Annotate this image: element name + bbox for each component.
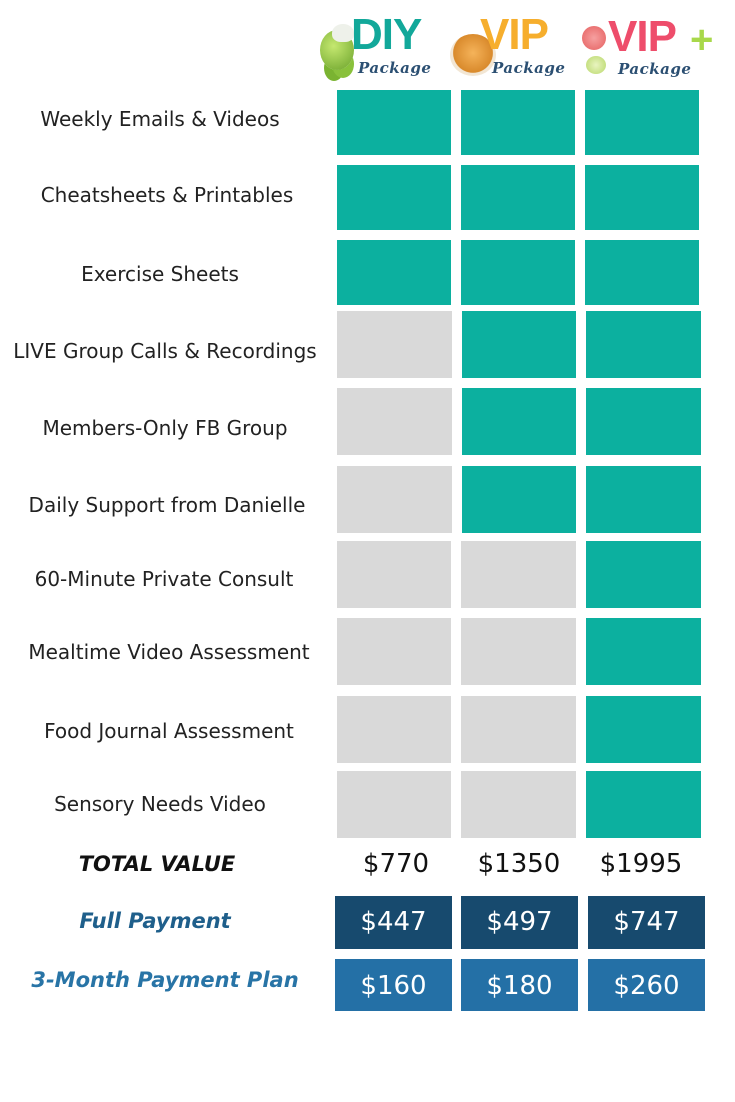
feature-label: Mealtime Video Assessment <box>28 640 310 664</box>
package-header-vip: VIP Package <box>448 0 572 88</box>
feature-label: Cheatsheets & Printables <box>40 183 294 207</box>
feature-label: Daily Support from Danielle <box>28 493 306 517</box>
lime-image <box>586 56 606 74</box>
fruit-image <box>582 26 606 50</box>
full-payment-button-diy[interactable]: $447 <box>335 896 452 949</box>
package-header-diy: DIY Package <box>318 0 442 88</box>
package-name-vip: VIP <box>480 10 549 59</box>
feature-row: Sensory Needs Video <box>0 771 735 838</box>
feature-label: 60-Minute Private Consult <box>34 567 294 591</box>
feature-cell-vip-plus <box>585 90 699 155</box>
feature-cell-diy <box>337 771 451 838</box>
feature-cell-vip-plus <box>586 618 701 685</box>
plus-icon: + <box>690 18 714 62</box>
total-value-label: TOTAL VALUE <box>78 852 236 876</box>
payment-plan-button-diy[interactable]: $160 <box>335 959 452 1011</box>
full-payment-button-vip[interactable]: $497 <box>461 896 578 949</box>
feature-cell-diy <box>337 165 451 230</box>
feature-row: Mealtime Video Assessment <box>0 618 735 685</box>
feature-label: Sensory Needs Video <box>54 792 266 816</box>
total-value-diy: $770 <box>362 849 430 879</box>
feature-row: Members-Only FB Group <box>0 388 735 455</box>
feature-label: Members-Only FB Group <box>42 416 288 440</box>
feature-cell-diy <box>337 388 452 455</box>
feature-cell-vip <box>461 240 575 305</box>
feature-cell-vip-plus <box>586 466 701 533</box>
total-value-vip: $1350 <box>477 849 561 879</box>
feature-cell-vip-plus <box>586 311 701 378</box>
total-value-vip-plus: $1995 <box>599 849 683 879</box>
feature-cell-vip <box>461 618 576 685</box>
feature-cell-vip-plus <box>586 388 701 455</box>
package-subtitle-vip-plus: Package <box>618 60 692 78</box>
feature-row: Daily Support from Danielle <box>0 466 735 533</box>
cauliflower-image <box>332 24 354 42</box>
payment-plan-button-vip-plus[interactable]: $260 <box>588 959 705 1011</box>
package-name-diy: DIY <box>351 10 422 59</box>
feature-cell-vip-plus <box>586 771 701 838</box>
total-value-row: TOTAL VALUE $770 $1350 $1995 <box>0 848 735 884</box>
feature-cell-vip <box>461 165 575 230</box>
feature-row: Food Journal Assessment <box>0 696 735 763</box>
package-subtitle-diy: Package <box>358 59 432 77</box>
full-payment-label: Full Payment <box>79 909 231 933</box>
feature-cell-vip <box>461 541 576 608</box>
feature-cell-vip <box>461 90 575 155</box>
feature-cell-vip-plus <box>585 165 699 230</box>
payment-plan-button-vip[interactable]: $180 <box>461 959 578 1011</box>
full-payment-row: Full Payment $447 $497 $747 <box>0 896 735 949</box>
feature-row: 60-Minute Private Consult <box>0 541 735 608</box>
feature-cell-diy <box>337 696 451 763</box>
feature-cell-vip <box>462 388 576 455</box>
package-name-vip-plus: VIP <box>608 12 677 61</box>
payment-plan-row: 3-Month Payment Plan $160 $180 $260 <box>0 959 735 1011</box>
feature-label: LIVE Group Calls & Recordings <box>13 339 317 363</box>
package-header-vip-plus: VIP + Package <box>578 0 713 88</box>
food-bowl-image <box>450 34 496 76</box>
full-payment-button-vip-plus[interactable]: $747 <box>588 896 705 949</box>
feature-label: Exercise Sheets <box>81 262 239 286</box>
package-subtitle-vip: Package <box>492 59 566 77</box>
feature-cell-vip <box>461 696 576 763</box>
feature-label: Food Journal Assessment <box>44 719 294 743</box>
feature-cell-vip-plus <box>585 240 699 305</box>
feature-cell-diy <box>337 618 451 685</box>
feature-row: LIVE Group Calls & Recordings <box>0 311 735 378</box>
feature-cell-vip-plus <box>586 696 701 763</box>
feature-cell-diy <box>337 311 452 378</box>
feature-cell-vip <box>461 771 576 838</box>
feature-row: Cheatsheets & Printables <box>0 165 735 230</box>
feature-cell-diy <box>337 90 451 155</box>
feature-cell-vip <box>462 311 576 378</box>
feature-cell-vip <box>462 466 576 533</box>
feature-row: Weekly Emails & Videos <box>0 90 735 156</box>
feature-cell-diy <box>337 541 451 608</box>
feature-cell-vip-plus <box>586 541 701 608</box>
feature-row: Exercise Sheets <box>0 240 735 305</box>
feature-cell-diy <box>337 240 451 305</box>
payment-plan-label: 3-Month Payment Plan <box>31 968 299 992</box>
feature-cell-diy <box>337 466 452 533</box>
feature-label: Weekly Emails & Videos <box>40 107 280 131</box>
